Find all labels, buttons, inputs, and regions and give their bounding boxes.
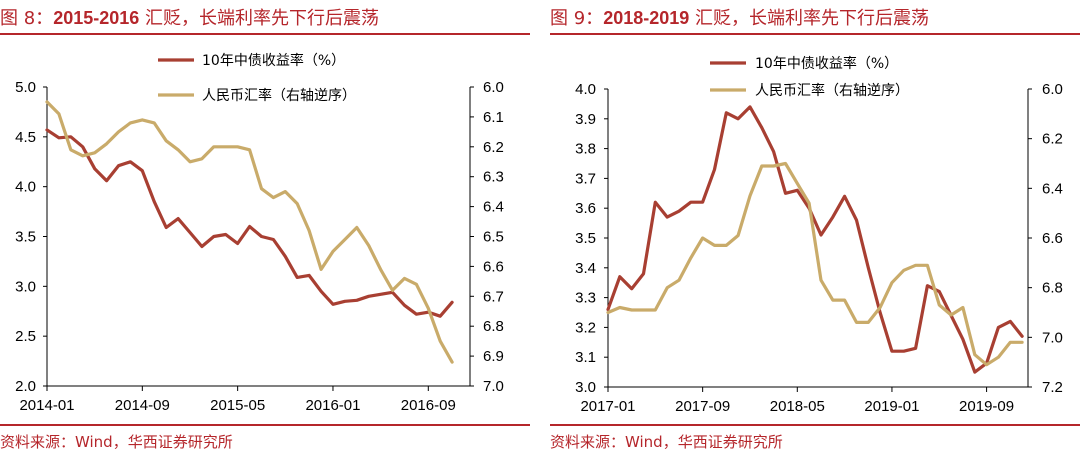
source-note: 资料来源：Wind，华西证券研究所 [550, 433, 783, 451]
right-tick-label: 6.7 [483, 288, 504, 305]
x-tick-label: 2015-05 [210, 397, 265, 414]
right-tick-label: 6.8 [483, 318, 504, 335]
left-tick-label: 4.0 [575, 81, 596, 98]
yield-series-line [606, 105, 1024, 374]
left-tick-label: 3.2 [575, 319, 596, 336]
right-tick-label: 7.0 [1042, 329, 1063, 346]
left-tick-label: 3.1 [575, 349, 596, 366]
x-tick-label: 2019-09 [959, 398, 1014, 415]
right-tick-label: 7.0 [483, 378, 504, 395]
left-tick-label: 2.5 [15, 328, 36, 345]
left-tick-label: 5.0 [15, 79, 36, 96]
fx-series-line [45, 100, 454, 364]
left-chart-panel: 图 8：2015-2016 汇贬，长端利率先下行后震荡 5.0 4.5 4.0 3.5… [0, 0, 530, 456]
right-tick-label: 6.0 [1042, 81, 1063, 98]
x-tick-label: 2017-01 [580, 398, 635, 415]
chart-title: 图 9：2018-2019 汇贬，长端利率先下行后震荡 [550, 8, 930, 29]
left-tick-label: 3.5 [15, 229, 36, 246]
left-tick-label: 3.6 [575, 200, 596, 217]
title-divider [0, 33, 530, 35]
legend-label: 10年中债收益率（%） [202, 52, 345, 69]
left-tick-label: 3.7 [575, 170, 596, 187]
line-chart: 5.0 4.5 4.0 3.5 3.0 2.5 2.0 6.0 6.1 6.2 6.3 6.4 6.5 6… [15, 52, 504, 414]
right-tick-label: 6.0 [483, 79, 504, 96]
right-chart-panel: 图 9：2018-2019 汇贬，长端利率先下行后震荡 4.0 3.9 3.8 3.7… [550, 0, 1080, 456]
legend-label: 人民币汇率（右轴逆序） [202, 87, 356, 104]
x-tick-label: 2017-09 [675, 398, 730, 415]
right-tick-label: 6.6 [483, 258, 504, 275]
left-tick-label: 3.0 [15, 278, 36, 295]
left-tick-label: 3.0 [575, 379, 596, 396]
right-tick-label: 6.5 [483, 229, 504, 246]
x-tick-label: 2016-09 [401, 397, 456, 414]
right-tick-label: 6.2 [483, 139, 504, 156]
left-tick-label: 3.9 [575, 111, 596, 128]
left-tick-label: 4.0 [15, 179, 36, 196]
left-tick-label: 3.8 [575, 141, 596, 158]
right-tick-label: 6.3 [483, 169, 504, 186]
x-tick-label: 2014-01 [19, 397, 74, 414]
right-tick-label: 6.4 [483, 199, 504, 216]
left-tick-label: 3.5 [575, 230, 596, 247]
footer-divider [550, 424, 1080, 426]
right-tick-label: 6.6 [1042, 230, 1063, 247]
fx-series-line [606, 161, 1024, 367]
left-tick-label: 4.5 [15, 129, 36, 146]
x-tick-label: 2019-01 [864, 398, 919, 415]
left-tick-label: 3.3 [575, 290, 596, 307]
right-tick-label: 6.9 [483, 348, 504, 365]
left-tick-label: 2.0 [15, 378, 36, 395]
footer-divider [0, 424, 530, 426]
left-tick-label: 3.4 [575, 260, 596, 277]
chart-title: 图 8：2015-2016 汇贬，长端利率先下行后震荡 [0, 8, 380, 29]
x-tick-label: 2014-09 [115, 397, 170, 414]
legend-label: 人民币汇率（右轴逆序） [755, 82, 909, 99]
right-tick-label: 7.2 [1042, 379, 1063, 396]
legend-label: 10年中债收益率（%） [755, 55, 898, 72]
yield-series-line [45, 128, 454, 318]
right-tick-label: 6.4 [1042, 180, 1063, 197]
source-note: 资料来源：Wind，华西证券研究所 [0, 433, 233, 451]
right-tick-label: 6.1 [483, 109, 504, 126]
x-tick-label: 2018-05 [770, 398, 825, 415]
line-chart: 4.0 3.9 3.8 3.7 3.6 3.5 3.4 3.3 3.2 3.1 3.0 6.0 6.2 6… [575, 55, 1063, 415]
title-divider [550, 33, 1080, 35]
x-tick-label: 2016-01 [305, 397, 360, 414]
right-tick-label: 6.2 [1042, 131, 1063, 148]
right-tick-label: 6.8 [1042, 280, 1063, 297]
